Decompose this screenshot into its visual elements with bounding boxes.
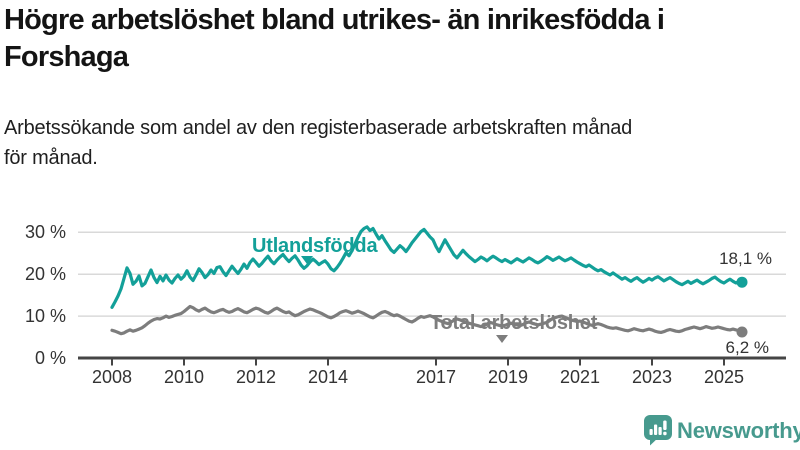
series-label-utlandsfodda: Utlandsfödda xyxy=(252,235,378,257)
x-axis-label: 2008 xyxy=(91,367,133,387)
y-axis-label: 30 % xyxy=(24,222,66,243)
series-pointer-utlandsfodda-icon xyxy=(301,256,313,264)
series-line-1 xyxy=(110,304,744,336)
chart-title-line1: Högre arbetslöshet bland utrikes- än inr… xyxy=(4,4,665,36)
chart-subtitle: Arbetssökande som andel av den registerb… xyxy=(4,113,784,173)
logo-bar-icon xyxy=(658,427,662,435)
newsworthy-logo-icon xyxy=(644,415,672,446)
logo-bar-icon xyxy=(649,429,653,435)
series-end-dot-0 xyxy=(736,276,748,288)
y-axis-label: 0 % xyxy=(34,348,66,368)
series-end-dot-1 xyxy=(736,326,748,338)
x-axis-label: 2025 xyxy=(703,367,745,387)
newsworthy-logo: Newsworthy xyxy=(643,414,800,448)
series-label-total-arbetsloshet: Total arbetslöshet xyxy=(430,312,598,334)
x-axis-label: 2010 xyxy=(163,367,205,387)
chart-subtitle-line2: för månad. xyxy=(4,147,98,169)
chart-title: Högre arbetslöshet bland utrikes- än inr… xyxy=(4,2,798,76)
x-axis-label: 2012 xyxy=(235,367,277,387)
logo-exclamation-icon xyxy=(663,420,667,430)
x-axis-label: 2019 xyxy=(487,367,529,387)
x-axis-label: 2021 xyxy=(559,367,601,387)
end-value-total-arbetsloshet: 6,2 % xyxy=(725,338,769,357)
y-axis-label: 20 % xyxy=(24,264,66,285)
end-value-utlandsfodda: 18,1 % xyxy=(719,249,772,268)
series-line-0 xyxy=(110,225,744,309)
logo-exclamation-dot-icon xyxy=(663,431,667,436)
x-axis-label: 2014 xyxy=(307,367,349,387)
x-axis-label: 2023 xyxy=(631,367,673,387)
series-pointer-total-arbetsloshet-icon xyxy=(496,335,508,343)
logo-bar-icon xyxy=(654,424,658,435)
y-axis-label: 10 % xyxy=(24,306,66,327)
newsworthy-logo-text: Newsworthy xyxy=(677,418,800,443)
chart-subtitle-line1: Arbetssökande som andel av den registerb… xyxy=(4,117,633,139)
x-axis-label: 2017 xyxy=(415,367,457,387)
chart-title-line2: Forshaga xyxy=(4,41,129,73)
